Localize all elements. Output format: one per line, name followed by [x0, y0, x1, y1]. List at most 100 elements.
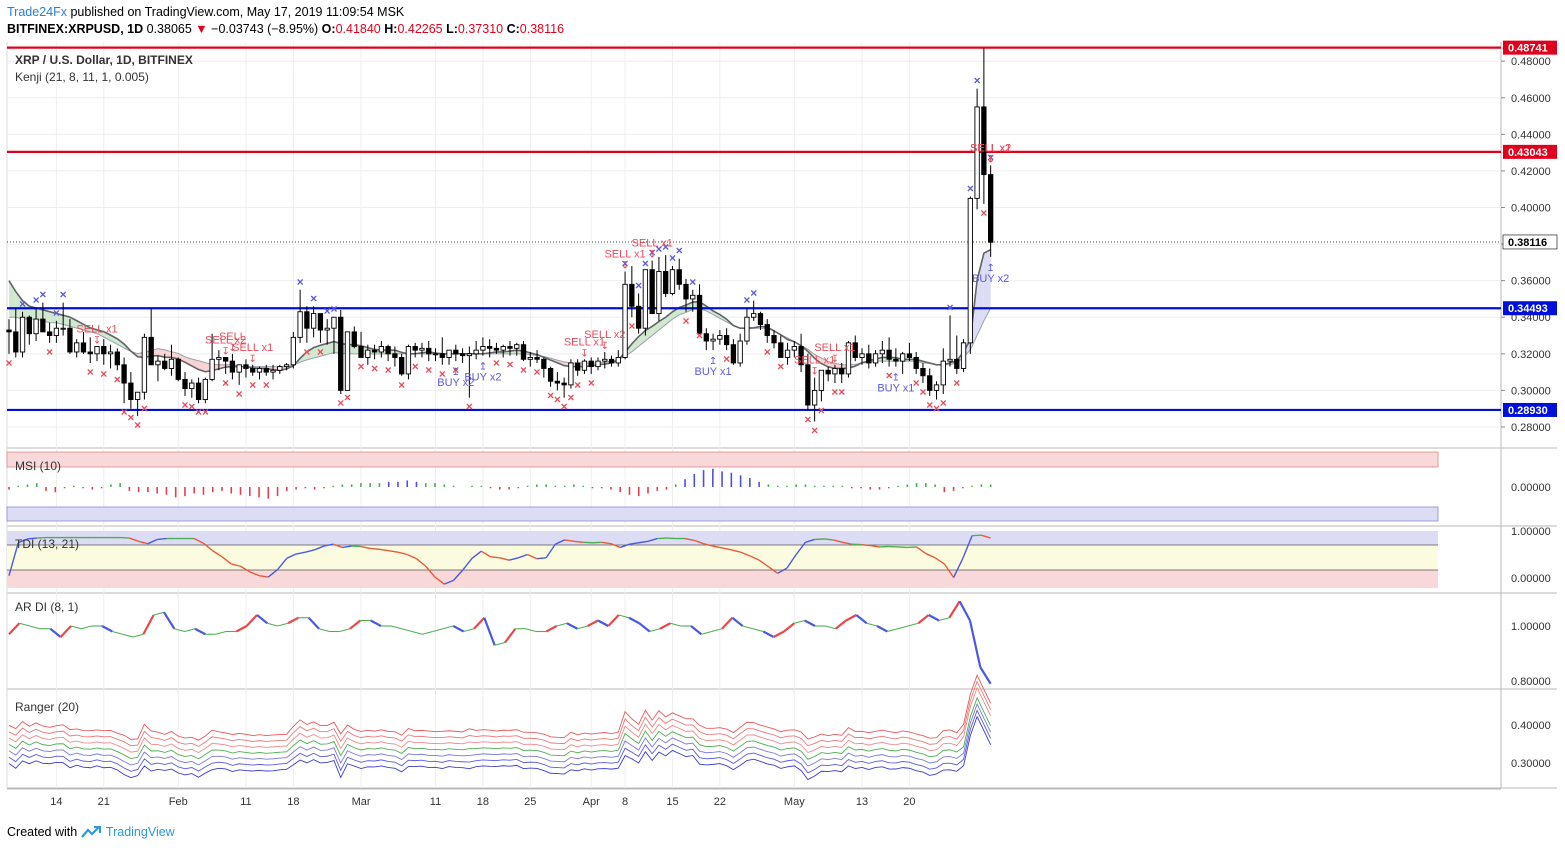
candle-body[interactable] [764, 324, 770, 336]
candle-body[interactable] [311, 313, 317, 329]
candle-body[interactable] [866, 353, 872, 364]
candle-body[interactable] [547, 367, 554, 382]
candle-body[interactable] [493, 347, 500, 351]
candle-body[interactable] [290, 336, 296, 366]
candle-body[interactable] [473, 349, 479, 355]
candle-body[interactable] [839, 367, 845, 375]
candle-body[interactable] [331, 316, 337, 329]
candle-body[interactable] [595, 360, 601, 368]
candle-body[interactable] [439, 353, 445, 358]
candle-body[interactable] [189, 382, 195, 390]
candle-body[interactable] [19, 316, 26, 353]
candle-body[interactable] [906, 353, 913, 358]
candle-body[interactable] [568, 362, 574, 386]
candle-body[interactable] [432, 353, 439, 356]
candle-body[interactable] [358, 346, 364, 358]
candle-body[interactable] [453, 349, 459, 355]
candle-body[interactable] [703, 333, 709, 342]
candle-body[interactable] [778, 342, 784, 358]
candle-body[interactable] [893, 358, 899, 362]
candle-body[interactable] [757, 313, 764, 326]
candle-body[interactable] [527, 357, 533, 360]
candle-body[interactable] [13, 331, 19, 353]
candle-body[interactable] [121, 364, 127, 384]
candle-body[interactable] [988, 174, 994, 243]
candle-body[interactable] [825, 369, 831, 375]
candle-body[interactable] [195, 382, 202, 400]
candle-body[interactable] [480, 346, 486, 351]
candle-body[interactable] [344, 331, 351, 391]
candle-body[interactable] [852, 342, 858, 358]
candle-body[interactable] [534, 357, 540, 360]
candle-body[interactable] [466, 353, 473, 357]
candle-body[interactable] [737, 340, 743, 364]
candle-body[interactable] [243, 364, 249, 369]
candle-body[interactable] [879, 349, 885, 355]
candle-body[interactable] [148, 336, 154, 366]
candle-body[interactable] [80, 342, 87, 353]
candle-body[interactable] [981, 106, 987, 176]
candle-body[interactable] [507, 346, 513, 349]
candle-body[interactable] [642, 269, 649, 329]
candle-body[interactable] [385, 346, 391, 355]
candle-body[interactable] [615, 357, 621, 364]
candle-body[interactable] [182, 378, 188, 390]
candle-body[interactable] [920, 367, 926, 377]
candle-body[interactable] [723, 335, 730, 346]
candle-body[interactable] [371, 349, 378, 353]
candle-body[interactable] [744, 316, 750, 342]
candle-body[interactable] [575, 362, 581, 371]
candle-body[interactable] [690, 294, 696, 300]
candle-body[interactable] [87, 351, 93, 355]
candle-body[interactable] [960, 342, 967, 369]
candle-body[interactable] [53, 327, 60, 336]
candle-body[interactable] [222, 357, 229, 362]
candle-body[interactable] [683, 283, 689, 300]
candle-body[interactable] [784, 349, 791, 358]
candle-body[interactable] [283, 364, 290, 368]
candle-body[interactable] [696, 294, 703, 335]
candle-body[interactable] [832, 367, 838, 375]
candle-body[interactable] [500, 346, 506, 351]
candle-body[interactable] [399, 357, 405, 375]
candle-body[interactable] [818, 369, 825, 391]
candle-body[interactable] [967, 197, 973, 344]
candle-body[interactable] [622, 283, 628, 358]
candle-body[interactable] [940, 360, 946, 386]
candle-body[interactable] [317, 313, 324, 331]
candle-body[interactable] [412, 346, 418, 351]
candle-body[interactable] [656, 271, 662, 315]
candle-body[interactable] [338, 316, 344, 391]
candle-body[interactable] [947, 358, 953, 362]
candle-body[interactable] [256, 367, 263, 373]
candle-body[interactable] [250, 367, 256, 373]
candle-body[interactable] [270, 369, 276, 373]
candle-body[interactable] [209, 358, 215, 380]
candle-body[interactable] [805, 364, 811, 406]
candle-body[interactable] [602, 358, 608, 362]
candle-body[interactable] [541, 358, 547, 369]
candle-body[interactable] [872, 353, 879, 364]
candle-body[interactable] [426, 347, 432, 355]
candle-body[interactable] [216, 357, 222, 360]
candle-body[interactable] [101, 346, 107, 355]
publisher-link[interactable]: Trade24Fx [7, 5, 67, 19]
candle-body[interactable] [913, 357, 919, 369]
candle-body[interactable] [487, 346, 493, 349]
candle-body[interactable] [229, 360, 236, 373]
candle-body[interactable] [324, 327, 330, 331]
candle-body[interactable] [629, 283, 635, 307]
candle-body[interactable] [710, 338, 716, 342]
candle-body[interactable] [859, 353, 865, 358]
candle-body[interactable] [811, 389, 818, 406]
chart-canvas[interactable]: 14 21 Feb 11 18 Mar 11 18 25 Apr 8 15 22 May 13 20 0.480… [0, 40, 1565, 822]
candle-body[interactable] [798, 346, 804, 366]
candle-body[interactable] [608, 358, 615, 364]
candle-body[interactable] [581, 360, 588, 371]
candle-body[interactable] [263, 367, 269, 373]
candle-body[interactable] [155, 360, 161, 366]
candle-body[interactable] [141, 336, 148, 393]
candle-body[interactable] [717, 335, 723, 340]
candle-body[interactable] [751, 313, 757, 318]
candle-body[interactable] [378, 346, 384, 353]
